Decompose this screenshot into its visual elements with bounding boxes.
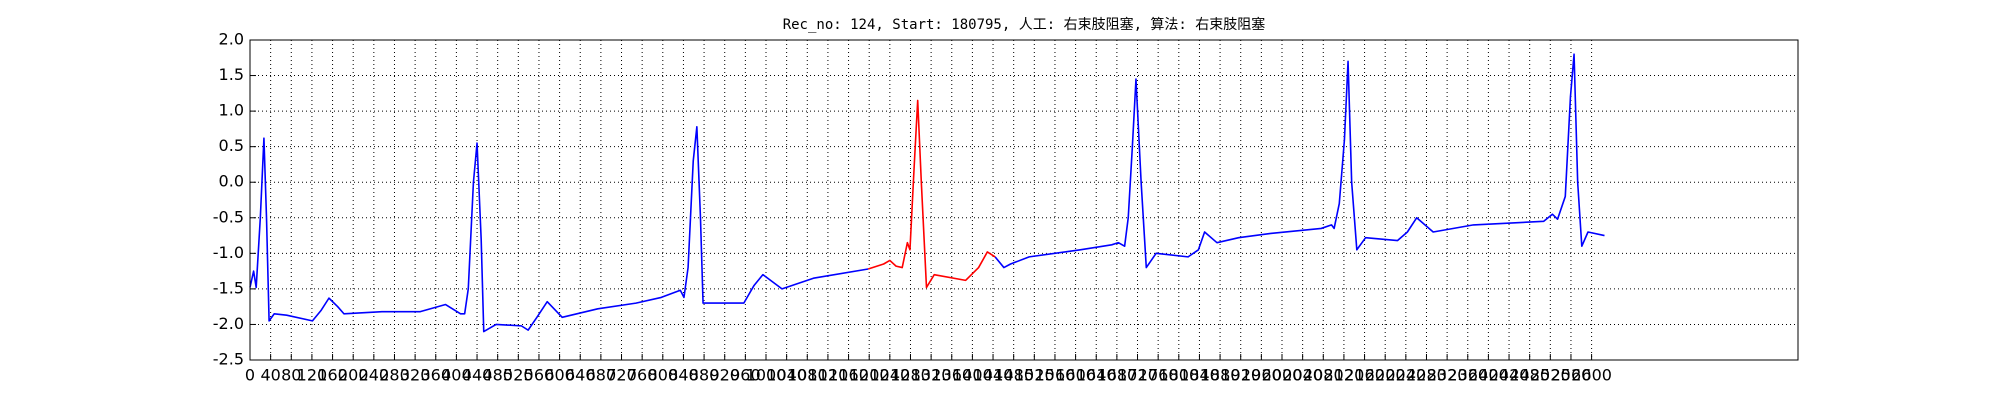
x-tick-label: 2120	[1324, 366, 1365, 385]
x-tick-label: 520	[503, 366, 534, 385]
x-tick-label: 1120	[808, 366, 849, 385]
x-tick-label: 920	[709, 366, 740, 385]
x-tick-label: 600	[544, 366, 575, 385]
x-tick-label: 2200	[1365, 366, 1406, 385]
x-tick-label: 1920	[1220, 366, 1261, 385]
x-tick-label: 360	[420, 366, 451, 385]
x-tick-label: 1680	[1097, 366, 1138, 385]
x-tick-label: 2160	[1344, 366, 1385, 385]
x-tick-label: 1280	[890, 366, 931, 385]
x-tick-label: 560	[524, 366, 555, 385]
y-tick-label: 1.5	[219, 65, 244, 84]
x-tick-label: 720	[606, 366, 637, 385]
x-tick-label: 1160	[828, 366, 869, 385]
x-tick-label: 1600	[1055, 366, 1096, 385]
x-tick-label: 1520	[1014, 366, 1055, 385]
x-tick-label: 80	[281, 366, 301, 385]
x-tick-label: 760	[627, 366, 658, 385]
x-tick-label: 880	[689, 366, 720, 385]
y-tick-label: 1.0	[219, 101, 244, 120]
x-tick-label: 40	[260, 366, 280, 385]
x-tick-label: 320	[400, 366, 431, 385]
x-tick-label: 160	[317, 366, 348, 385]
x-tick-label: 1240	[869, 366, 910, 385]
x-tick-label: 1040	[766, 366, 807, 385]
x-tick-label: 2440	[1489, 366, 1530, 385]
x-tick-label: 1200	[849, 366, 890, 385]
x-tick-label: 120	[297, 366, 328, 385]
x-tick-label: 640	[565, 366, 596, 385]
y-tick-label: -1.5	[213, 278, 244, 297]
x-tick-label: 680	[586, 366, 617, 385]
x-tick-label: 1000	[746, 366, 787, 385]
y-tick-label: 0.5	[219, 136, 244, 155]
x-tick-label: 1320	[911, 366, 952, 385]
x-tick-label: 1800	[1158, 366, 1199, 385]
x-tick-label: 1760	[1138, 366, 1179, 385]
x-tick-label: 1840	[1179, 366, 1220, 385]
x-tick-label: 2320	[1427, 366, 1468, 385]
x-tick-label: 1720	[1117, 366, 1158, 385]
x-tick-label: 1440	[973, 366, 1014, 385]
y-tick-label: -2.5	[213, 350, 244, 369]
x-tick-label: 800	[648, 366, 679, 385]
x-tick-label: 1480	[993, 366, 1034, 385]
x-tick-label: 2400	[1468, 366, 1509, 385]
signal-line	[867, 99, 996, 289]
x-tick-label: 1400	[952, 366, 993, 385]
chart-title: Rec_no: 124, Start: 180795, 人工: 右束肢阻塞, 算…	[783, 16, 1266, 33]
x-tick-label: 280	[379, 366, 410, 385]
x-tick-label: 480	[482, 366, 513, 385]
x-tick-label: 2280	[1406, 366, 1447, 385]
x-tick-label: 440	[462, 366, 493, 385]
x-tick-label: 2240	[1385, 366, 1426, 385]
x-tick-label: 960	[730, 366, 761, 385]
y-tick-label: 2.0	[219, 30, 244, 49]
y-tick-label: -0.5	[213, 207, 244, 226]
x-tick-label: 2360	[1447, 366, 1488, 385]
x-tick-label: 0	[245, 366, 255, 385]
x-tick-label: 2600	[1571, 366, 1612, 385]
x-tick-label: 2520	[1530, 366, 1571, 385]
x-tick-label: 2000	[1262, 366, 1303, 385]
x-tick-label: 1360	[931, 366, 972, 385]
x-tick-label: 200	[338, 366, 369, 385]
x-tick-label: 2480	[1509, 366, 1550, 385]
x-tick-label: 1960	[1241, 366, 1282, 385]
x-tick-label: 1080	[787, 366, 828, 385]
x-tick-label: 840	[668, 366, 699, 385]
x-tick-label: 2560	[1551, 366, 1592, 385]
plot-frame	[249, 39, 1799, 361]
y-tick-label: -1.0	[213, 243, 244, 262]
signal-line	[249, 53, 1605, 333]
x-tick-label: 400	[441, 366, 472, 385]
x-tick-label: 1640	[1076, 366, 1117, 385]
x-tick-label: 1880	[1200, 366, 1241, 385]
x-tick-label: 2080	[1303, 366, 1344, 385]
y-tick-label: 0.0	[219, 172, 244, 191]
y-tick-label: -2.0	[213, 314, 244, 333]
x-tick-label: 1560	[1035, 366, 1076, 385]
x-tick-label: 240	[359, 366, 390, 385]
x-tick-label: 2040	[1282, 366, 1323, 385]
